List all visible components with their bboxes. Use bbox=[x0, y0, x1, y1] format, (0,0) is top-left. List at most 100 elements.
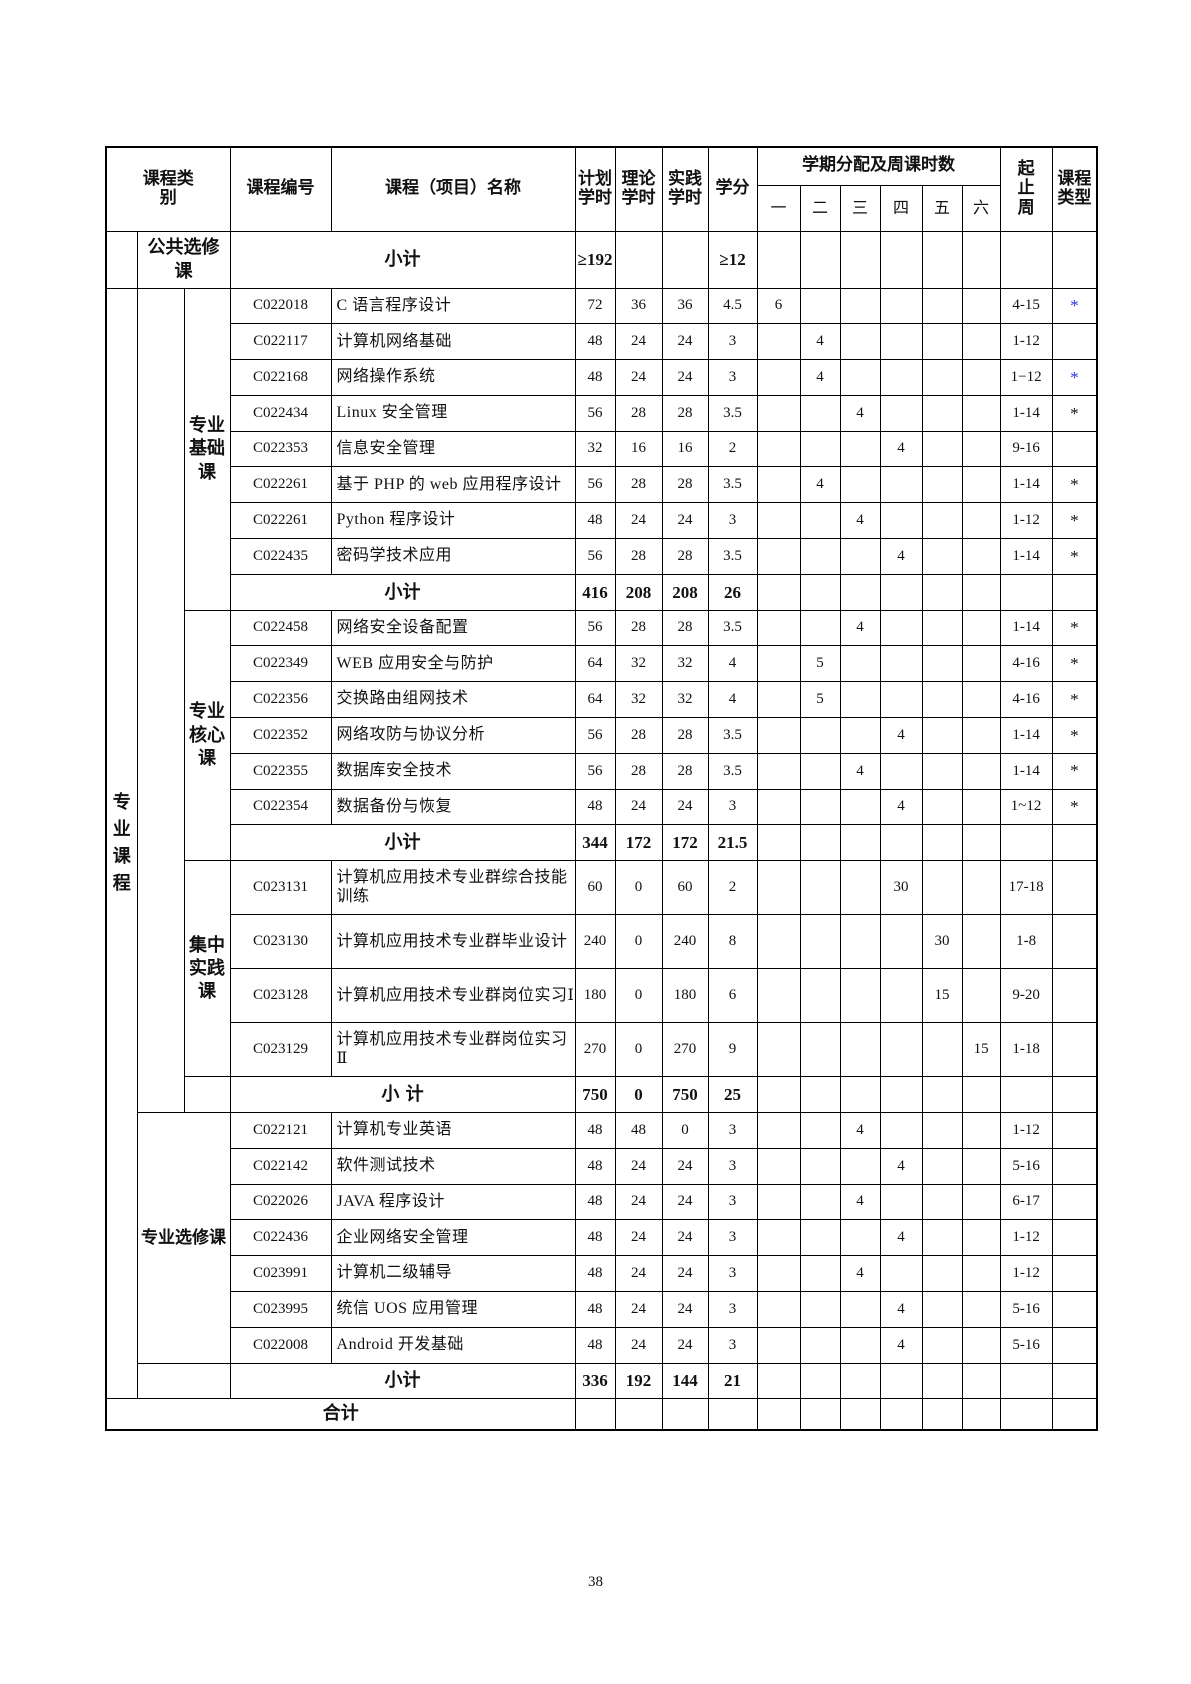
course-name: 网络操作系统 bbox=[330, 359, 576, 396]
theory-hours: 48 bbox=[614, 1112, 663, 1149]
subtotal-practice: 144 bbox=[661, 1362, 709, 1400]
table-row: C023129 计算机应用技术专业群岗位实习Ⅱ 270 0 270 9 15 1-18 bbox=[106, 1022, 1098, 1078]
semester-1-hours bbox=[756, 788, 801, 826]
practice-hours: 24 bbox=[661, 1147, 709, 1185]
empty-cell bbox=[879, 824, 923, 862]
semester-2-hours bbox=[799, 1147, 841, 1185]
subtotal-row: 小计 416 208 208 26 bbox=[106, 573, 1098, 611]
theory-hours: 24 bbox=[614, 1147, 663, 1185]
course-code: C022352 bbox=[229, 717, 332, 754]
table-row: C022349 WEB 应用安全与防护 64 32 32 4 5 4-16 * bbox=[106, 645, 1098, 683]
curriculum-table: 课程类别 课程编号 课程（项目）名称 计划学时 理论学时 实践学时 学分 学期分… bbox=[105, 146, 1099, 1431]
course-type-mark: * bbox=[1051, 681, 1098, 719]
semester-3-hours bbox=[839, 681, 881, 719]
semester-header-row: 一二三四五六 bbox=[106, 184, 1097, 232]
semester-5-hours bbox=[921, 1291, 963, 1328]
semester-3-hours: 4 bbox=[839, 1112, 881, 1149]
theory-hours: 0 bbox=[614, 1022, 663, 1078]
course-type-mark bbox=[1051, 1255, 1098, 1293]
plan-hours: 56 bbox=[574, 466, 616, 504]
table-row: C023128 计算机应用技术专业群岗位实习Ⅰ 180 0 180 6 15 9-20 bbox=[106, 968, 1098, 1024]
empty-cell bbox=[799, 1398, 841, 1431]
public-elective-row: 公共选修课 小计 ≥192 ≥12 bbox=[105, 230, 1098, 289]
theory-hours: 32 bbox=[614, 645, 663, 683]
semester-3-hours bbox=[839, 717, 881, 754]
course-code: C023129 bbox=[229, 1022, 332, 1078]
semester-2-hours bbox=[799, 287, 841, 325]
public-elective-label: 公共选修课 bbox=[136, 230, 231, 289]
header-semester-5: 五 bbox=[921, 184, 963, 232]
semester-3-hours: 4 bbox=[839, 752, 881, 790]
semester-4-hours bbox=[879, 681, 923, 719]
header-semester-4: 四 bbox=[879, 184, 923, 232]
semester-6-hours bbox=[961, 1255, 1001, 1293]
practice-hours: 28 bbox=[661, 538, 709, 575]
semester-1-hours bbox=[756, 968, 801, 1024]
weeks: 1-14 bbox=[999, 538, 1053, 575]
credits: 4.5 bbox=[707, 287, 758, 325]
theory-hours: 24 bbox=[614, 323, 663, 361]
course-type-mark bbox=[1051, 1291, 1098, 1328]
empty-cell bbox=[999, 1398, 1053, 1431]
course-name: 网络攻防与协议分析 bbox=[330, 717, 576, 754]
semester-4-hours: 4 bbox=[879, 1219, 923, 1257]
course-type-mark: * bbox=[1051, 788, 1098, 826]
theory-hours: 24 bbox=[614, 788, 663, 826]
semester-1-hours bbox=[756, 430, 801, 468]
empty-cell bbox=[961, 573, 1001, 611]
semester-3-hours: 4 bbox=[839, 394, 881, 432]
weeks: 1−12 bbox=[999, 359, 1053, 396]
course-name: 计算机专业英语 bbox=[330, 1112, 576, 1149]
semester-3-hours bbox=[839, 860, 881, 916]
course-name: 信息安全管理 bbox=[330, 430, 576, 468]
header-course-type: 课程类型 bbox=[1051, 146, 1098, 232]
practice-hours: 28 bbox=[661, 394, 709, 432]
semester-1-hours bbox=[756, 681, 801, 719]
table-row: C022352 网络攻防与协议分析 56 28 28 3.5 4 1-14 * bbox=[106, 717, 1098, 754]
semester-1-hours bbox=[756, 538, 801, 575]
semester-5-hours bbox=[921, 860, 963, 916]
theory-hours: 28 bbox=[614, 394, 663, 432]
total-label: 合计 bbox=[105, 1398, 576, 1431]
theory-hours: 28 bbox=[614, 466, 663, 504]
plan-hours: 64 bbox=[574, 645, 616, 683]
weeks: 1-12 bbox=[999, 1112, 1053, 1149]
semester-4-hours bbox=[879, 1112, 923, 1149]
public-elective-practice bbox=[661, 230, 709, 289]
subtotal-label: 小计 bbox=[229, 573, 576, 611]
plan-hours: 56 bbox=[574, 752, 616, 790]
course-code: C023128 bbox=[229, 968, 332, 1024]
theory-hours: 0 bbox=[614, 860, 663, 916]
table-row: C022353 信息安全管理 32 16 16 2 4 9-16 bbox=[106, 430, 1098, 468]
practice-hours: 24 bbox=[661, 359, 709, 396]
semester-2-hours: 4 bbox=[799, 466, 841, 504]
course-name: 计算机应用技术专业群综合技能训练 bbox=[330, 860, 576, 916]
course-code: C022435 bbox=[229, 538, 332, 575]
header-semester-3: 三 bbox=[839, 184, 881, 232]
semester-4-hours: 4 bbox=[879, 1147, 923, 1185]
subtotal-credits: 26 bbox=[707, 573, 758, 611]
subtotal-theory: 208 bbox=[614, 573, 663, 611]
table-row: C022008 Android 开发基础 48 24 24 3 4 5-16 bbox=[106, 1326, 1098, 1364]
empty-cell bbox=[799, 824, 841, 862]
empty-cell bbox=[756, 1398, 801, 1431]
course-code: C022434 bbox=[229, 394, 332, 432]
empty-cell bbox=[999, 230, 1053, 289]
course-type-mark: * bbox=[1051, 717, 1098, 754]
practice-hours: 180 bbox=[661, 968, 709, 1024]
semester-2-hours bbox=[799, 502, 841, 540]
practice-hours: 240 bbox=[661, 914, 709, 970]
subtotal-plan: 750 bbox=[574, 1076, 616, 1114]
table-row: C022026 JAVA 程序设计 48 24 24 3 4 6-17 bbox=[106, 1183, 1098, 1221]
table-row: C023995 统信 UOS 应用管理 48 24 24 3 4 5-16 bbox=[106, 1291, 1098, 1328]
semester-2-hours bbox=[799, 788, 841, 826]
empty-cell bbox=[921, 824, 963, 862]
semester-3-hours: 4 bbox=[839, 502, 881, 540]
empty-cell bbox=[879, 1398, 923, 1431]
course-type-mark: * bbox=[1051, 502, 1098, 540]
subtotal-row: 小计 344 172 172 21.5 bbox=[106, 824, 1098, 862]
weeks: 9-16 bbox=[999, 430, 1053, 468]
empty-cell bbox=[999, 824, 1053, 862]
group-label-text: 专业基础课 bbox=[189, 415, 226, 483]
total-row: 合计 bbox=[105, 1398, 1098, 1431]
